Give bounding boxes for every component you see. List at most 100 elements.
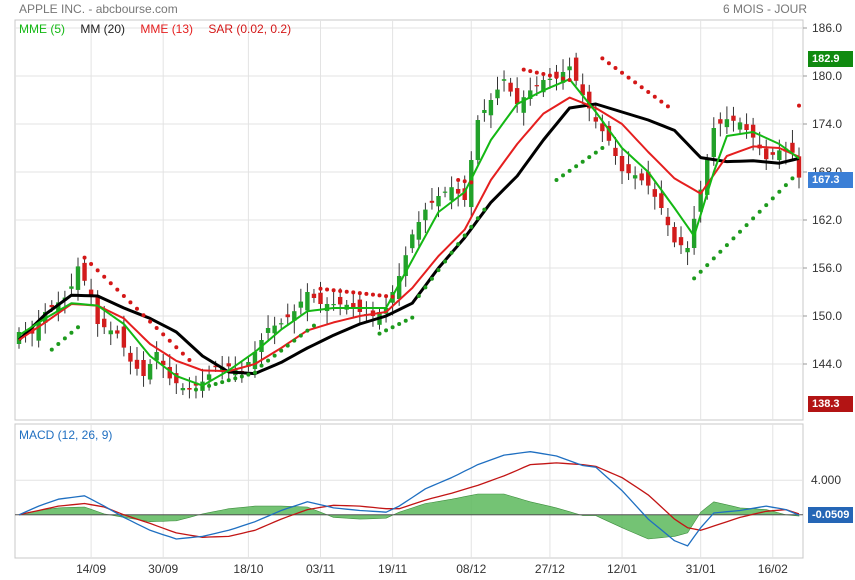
sar-dot — [600, 146, 605, 150]
sar-dot — [161, 332, 166, 337]
sar-dot — [797, 103, 801, 108]
candle-body — [632, 175, 638, 179]
candle-body — [357, 299, 363, 312]
sar-dot — [377, 331, 382, 336]
sar-dot — [246, 372, 251, 377]
sar-dot — [554, 75, 559, 80]
sar-dot — [462, 233, 467, 238]
legend-mme5: MME (5) — [19, 22, 65, 36]
sar-dot — [554, 178, 559, 182]
sar-dot — [606, 61, 611, 66]
candle-body — [318, 292, 323, 304]
candle-body — [115, 330, 120, 334]
candle-body — [246, 362, 251, 367]
candle-body — [213, 365, 218, 368]
macd-signal-line — [18, 462, 800, 538]
sar-dot — [547, 73, 552, 78]
sar-dot — [416, 294, 421, 298]
low-price-badge: 138.3 — [808, 396, 853, 412]
sar-dot — [351, 290, 356, 295]
sar-dot — [279, 348, 284, 353]
candle-body — [449, 187, 454, 201]
x-tick-label: 31/01 — [686, 562, 716, 576]
candle-body — [541, 80, 546, 93]
candle-body — [206, 374, 212, 380]
candle-body — [285, 314, 290, 318]
sar-dot — [777, 189, 782, 194]
candle-body — [36, 322, 41, 341]
candle-body — [141, 360, 146, 376]
sar-dot — [220, 380, 225, 385]
sar-dot — [259, 363, 264, 368]
x-tick-label: 12/01 — [607, 562, 637, 576]
sar-dot — [783, 183, 788, 188]
candle-body — [613, 147, 618, 156]
candle-body — [95, 296, 100, 324]
candle-body — [718, 119, 723, 124]
sar-dot — [665, 104, 670, 109]
candle-body — [508, 82, 513, 92]
sar-dot — [226, 378, 231, 383]
candle-body — [311, 293, 317, 298]
sar-dot — [469, 180, 474, 185]
sar-dot — [108, 281, 113, 286]
price-tick-label: 150.0 — [812, 309, 842, 323]
candle-body — [403, 255, 408, 276]
sar-dot — [423, 285, 428, 290]
candle-body — [475, 120, 481, 160]
candle-body — [652, 189, 657, 197]
sar-dot — [102, 274, 107, 279]
sar-dot — [397, 322, 402, 326]
sar-dot — [390, 325, 395, 330]
candle-body — [134, 359, 140, 369]
sar-dot — [56, 342, 61, 346]
mm20-line — [17, 102, 800, 376]
price-tick-label: 186.0 — [812, 21, 842, 35]
period-label: 6 MOIS - JOUR — [722, 2, 807, 16]
price-tick-label: 144.0 — [812, 357, 842, 371]
x-tick-label: 27/12 — [535, 562, 565, 576]
candle-body — [580, 84, 585, 96]
sar-dot — [298, 333, 303, 338]
sar-dot — [193, 387, 198, 392]
candle-body — [147, 364, 153, 380]
candle-body — [567, 66, 572, 71]
candle-body — [593, 117, 599, 122]
sar-dot — [167, 338, 172, 343]
candle-body — [56, 302, 61, 313]
sar-dot — [338, 288, 343, 293]
sar-dot — [318, 286, 323, 291]
sar-dot — [567, 78, 572, 82]
candle-body — [416, 222, 422, 240]
sar-dot — [89, 262, 94, 266]
legend-mme13: MME (13) — [140, 22, 194, 36]
candle-body — [770, 152, 775, 155]
candle-body — [678, 237, 684, 246]
sar-dot — [292, 338, 297, 343]
sar-dot — [692, 276, 697, 281]
sar-dot — [443, 259, 448, 264]
candle-body — [737, 122, 743, 130]
candle-body — [665, 216, 671, 226]
sar-dot — [751, 216, 756, 221]
price-tick-label: 174.0 — [812, 117, 842, 131]
candle-body — [528, 90, 533, 99]
sar-dot — [574, 164, 579, 169]
sar-dot — [718, 249, 723, 254]
sar-dot — [534, 70, 539, 75]
macd-title: MACD (12, 26, 9) — [19, 428, 113, 442]
candle-body — [252, 352, 258, 370]
sar-dot — [561, 173, 566, 178]
x-tick-label: 30/09 — [148, 562, 178, 576]
macd-histogram — [18, 493, 800, 540]
candle-body — [698, 189, 703, 212]
candle-body — [442, 191, 448, 193]
candle-body — [495, 89, 500, 99]
sar-dot — [475, 216, 480, 221]
candle-body — [744, 124, 749, 130]
sar-dot — [600, 56, 605, 61]
candle-body — [121, 326, 127, 348]
sar-dot — [449, 250, 454, 255]
sar-dot — [95, 268, 100, 273]
sar-dot — [790, 176, 795, 181]
